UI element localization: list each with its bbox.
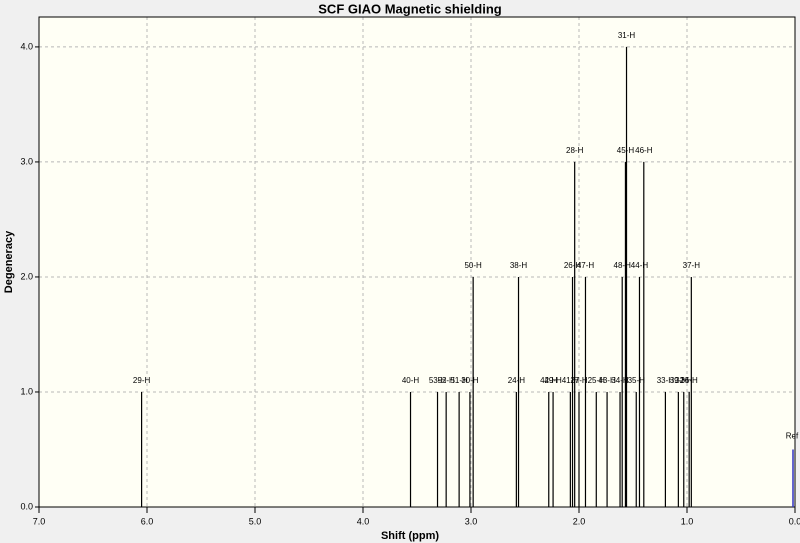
y-tick-label: 4.0 xyxy=(20,41,33,51)
chart-title: SCF GIAO Magnetic shielding xyxy=(318,1,502,16)
peak-label: 33-H xyxy=(657,376,675,385)
x-tick-label: 1.0 xyxy=(681,516,694,526)
peak-label: 32-H xyxy=(675,376,693,385)
peak-label: 44-H xyxy=(631,261,649,270)
peak-label: 46-H xyxy=(635,146,653,155)
peak-label: 34-H xyxy=(611,376,629,385)
x-tick-label: 0.0 xyxy=(789,516,800,526)
peak-label: 25-H xyxy=(588,376,606,385)
peak-label: 53-H xyxy=(429,376,447,385)
peak-label: 28-H xyxy=(566,146,584,155)
peak-label: 24-H xyxy=(508,376,526,385)
x-tick-label: 5.0 xyxy=(249,516,262,526)
peak-label: 35-H xyxy=(628,376,646,385)
peak-label: 45-H xyxy=(617,146,635,155)
peak-label: 48-H xyxy=(614,261,632,270)
x-axis-label: Shift (ppm) xyxy=(381,530,439,542)
x-tick-label: 6.0 xyxy=(141,516,154,526)
peak-label: 29-H xyxy=(133,376,151,385)
y-axis-label: Degeneracy xyxy=(3,230,15,293)
peak-label: 30-H xyxy=(461,376,479,385)
peak-label: 41-H xyxy=(562,376,580,385)
peak-label: 51-H xyxy=(450,376,468,385)
y-tick-label: 2.0 xyxy=(20,271,33,281)
peak-label: 43-H xyxy=(598,376,616,385)
peak-label: 50-H xyxy=(464,261,482,270)
peak-label: 31-H xyxy=(618,31,636,40)
peak-label: 42-H xyxy=(540,376,558,385)
peak-label: 49-H xyxy=(544,376,562,385)
plot-frame xyxy=(38,16,796,508)
peak-label: 26-H xyxy=(564,261,582,270)
x-tick-label: 4.0 xyxy=(357,516,370,526)
x-tick-label: 3.0 xyxy=(465,516,478,526)
x-tick-label: 7.0 xyxy=(33,516,46,526)
y-tick-label: 3.0 xyxy=(20,156,33,166)
x-tick-label: 2.0 xyxy=(573,516,586,526)
peak-label: 37-H xyxy=(683,261,701,270)
y-tick-label: 0.0 xyxy=(20,501,33,511)
peak-label: 52-H xyxy=(437,376,455,385)
plot-area xyxy=(39,17,795,507)
peak-label: 39-H xyxy=(670,376,688,385)
peak-label: 36-H xyxy=(680,376,698,385)
peak-label: 38-H xyxy=(510,261,528,270)
reference-label: Ref xyxy=(786,432,799,441)
peak-label: 27-H xyxy=(570,376,588,385)
peak-label: 47-H xyxy=(577,261,595,270)
y-tick-label: 1.0 xyxy=(20,386,33,396)
peak-label: 40-H xyxy=(402,376,420,385)
